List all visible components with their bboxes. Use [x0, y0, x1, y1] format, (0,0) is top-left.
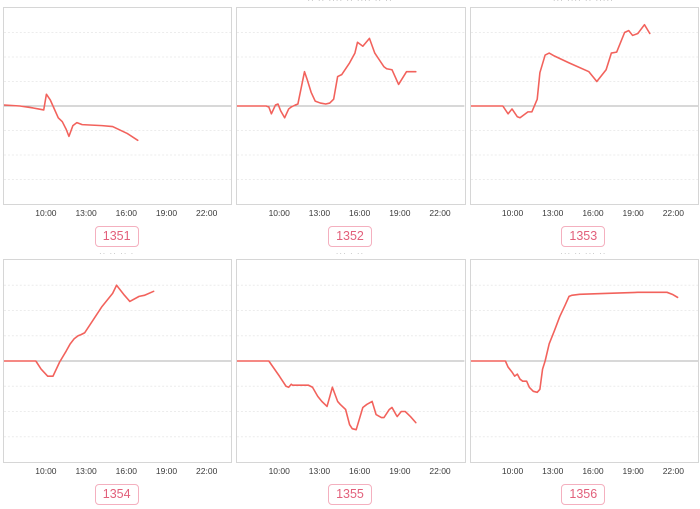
x-tick-label: 22:00	[662, 466, 684, 476]
chart-title-clipped: ··· · ··	[233, 252, 466, 259]
x-axis-tick-labels: 10:00 13:00 16:00 19:00 22:00	[470, 205, 699, 220]
chart-cell: 10:00 13:00 16:00 19:00 22:00 1351	[0, 0, 233, 252]
x-tick-label: 10:00	[501, 466, 524, 476]
x-tick-label: 19:00	[622, 208, 644, 218]
chart-title-text: ··· ···· ·· ·····	[552, 0, 614, 5]
x-axis-tick-labels: 10:00 13:00 16:00 19:00 22:00	[236, 463, 465, 478]
chart-title-text: ·· ·· ·· ·	[99, 252, 135, 258]
plot-area	[3, 259, 233, 463]
chart-cell: ··· · ·· 10:00 13:00 16:00 19:00 22:00 1355	[233, 252, 466, 509]
chart-cell: ··· ···· ·· ····· 10:00 13:00 16:00 19:00 22…	[467, 0, 700, 252]
chart-title-text: ··· ·· ··· ··	[560, 252, 607, 258]
series-line	[470, 23, 651, 119]
chart-id-badge[interactable]: 1356	[561, 484, 606, 505]
x-tick-label: 16:00	[582, 466, 604, 476]
line-chart-svg	[237, 284, 465, 438]
x-tick-label: 10:00	[35, 208, 57, 218]
x-tick-label: 13:00	[308, 208, 331, 218]
line-chart-svg	[4, 284, 232, 438]
x-tick-label: 22:00	[429, 466, 451, 476]
plot-area	[236, 7, 466, 205]
series-line	[4, 284, 155, 377]
x-axis-tick-labels: 10:00 13:00 16:00 19:00 22:00	[470, 463, 699, 478]
x-tick-label: 10:00	[268, 466, 290, 476]
x-tick-label: 13:00	[75, 466, 97, 476]
x-tick-label: 13:00	[542, 466, 564, 476]
chart-id-badge[interactable]: 1353	[561, 226, 606, 247]
series-line	[237, 37, 417, 119]
chart-title-clipped	[0, 0, 233, 7]
x-tick-label: 16:00	[115, 466, 137, 476]
chart-title-clipped: ··· ·· ··· ··	[467, 252, 700, 259]
x-tick-label: 13:00	[75, 208, 97, 218]
line-chart-svg	[4, 32, 232, 180]
chart-cell: ·· ·· ···· ·· ···· ·· ·· 10:00 13:00 16:00…	[233, 0, 466, 252]
x-tick-label: 22:00	[196, 466, 218, 476]
series-line	[4, 93, 139, 142]
x-tick-label: 10:00	[268, 208, 290, 218]
series-line	[470, 291, 679, 394]
chart-id-badge[interactable]: 1351	[94, 226, 139, 247]
badge-row: 1356	[467, 484, 700, 505]
x-tick-label: 22:00	[662, 208, 684, 218]
x-tick-label: 16:00	[582, 208, 604, 218]
chart-title-clipped: ··· ···· ·· ·····	[467, 0, 700, 7]
chart-id-badge[interactable]: 1352	[328, 226, 372, 247]
line-chart-svg	[237, 32, 465, 180]
x-tick-label: 13:00	[542, 208, 564, 218]
plot-area	[3, 7, 233, 205]
x-axis-tick-labels: 10:00 13:00 16:00 19:00 22:00	[3, 463, 232, 478]
chart-title-clipped: ·· ·· ···· ·· ···· ·· ··	[233, 0, 466, 7]
x-tick-label: 19:00	[622, 466, 644, 476]
x-tick-label: 10:00	[501, 208, 524, 218]
badge-row: 1354	[0, 484, 233, 505]
plot-area	[469, 7, 699, 205]
x-tick-label: 16:00	[348, 208, 371, 218]
x-tick-label: 16:00	[348, 466, 371, 476]
chart-title-clipped: ·· ·· ·· ·	[0, 252, 233, 259]
x-tick-label: 13:00	[308, 466, 331, 476]
chart-title-text: ·· ·· ···· ·· ···· ·· ··	[307, 0, 393, 5]
badge-row: 1352	[233, 226, 466, 247]
x-axis-tick-labels: 10:00 13:00 16:00 19:00 22:00	[236, 205, 465, 220]
chart-cell: ··· ·· ··· ·· 10:00 13:00 16:00 19:00 22:00 …	[467, 252, 700, 509]
chart-title-text: ··· · ··	[335, 252, 365, 258]
plot-area	[469, 259, 699, 463]
chart-id-badge[interactable]: 1354	[94, 484, 139, 505]
line-chart-svg	[470, 23, 698, 180]
series-line	[237, 360, 417, 431]
x-tick-label: 10:00	[35, 466, 57, 476]
x-tick-label: 19:00	[389, 208, 411, 218]
badge-row: 1355	[233, 484, 466, 505]
line-chart-svg	[470, 284, 698, 438]
badge-row: 1351	[0, 226, 233, 247]
chart-cell: ·· ·· ·· · 10:00 13:00 16:00 19:00 22:00 135…	[0, 252, 233, 509]
x-tick-label: 19:00	[389, 466, 411, 476]
chart-id-badge[interactable]: 1355	[328, 484, 372, 505]
badge-row: 1353	[467, 226, 700, 247]
plot-area	[236, 259, 466, 463]
x-tick-label: 19:00	[155, 208, 178, 218]
x-tick-label: 22:00	[429, 208, 451, 218]
x-axis-tick-labels: 10:00 13:00 16:00 19:00 22:00	[3, 205, 232, 220]
x-tick-label: 19:00	[155, 466, 178, 476]
x-tick-label: 22:00	[196, 208, 218, 218]
x-tick-label: 16:00	[115, 208, 137, 218]
